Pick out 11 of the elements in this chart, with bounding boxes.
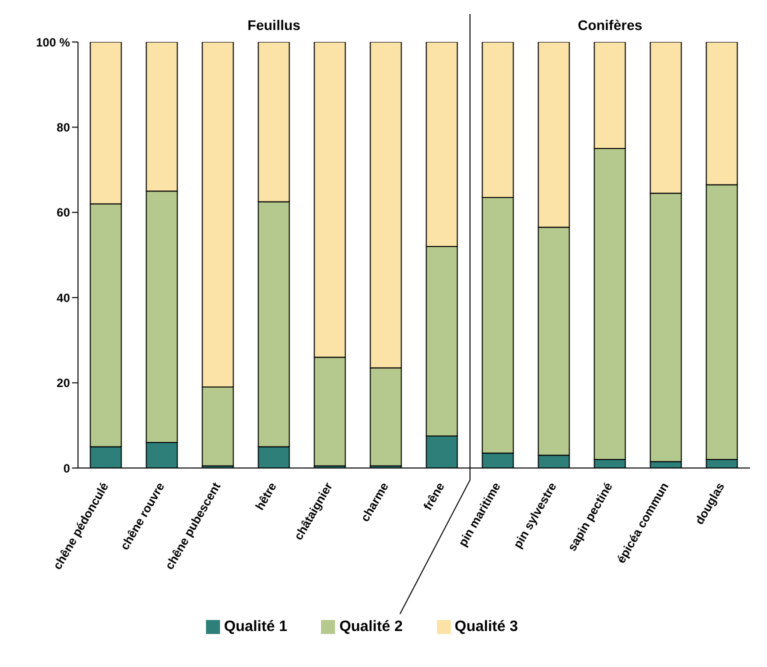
text: Feuillus [248,17,301,33]
y-tick-label: 0 [63,461,70,476]
y-tick-label: 60 [56,206,70,220]
legend-label: Qualité 3 [454,618,518,635]
text: Conifères [578,17,642,33]
legend-label: Qualité 1 [224,618,288,635]
y-tick-label: 20 [56,376,70,390]
y-tick-label: 100 % [36,35,70,50]
y-tick-label: 80 [56,120,70,134]
y-tick-label: 40 [56,290,70,305]
legend-label: Qualité 2 [339,618,403,635]
